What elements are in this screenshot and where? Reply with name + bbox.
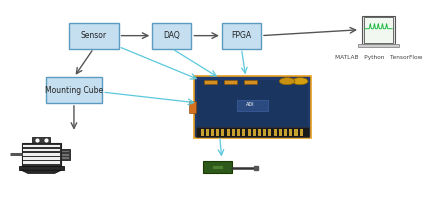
Circle shape bbox=[279, 78, 294, 85]
Bar bbox=[273, 129, 276, 136]
Bar bbox=[224, 80, 237, 84]
Bar bbox=[62, 151, 69, 152]
FancyBboxPatch shape bbox=[221, 23, 260, 49]
Bar bbox=[357, 44, 398, 47]
Bar bbox=[299, 129, 302, 136]
Bar bbox=[61, 148, 70, 160]
Polygon shape bbox=[21, 170, 61, 173]
Bar bbox=[237, 129, 240, 136]
Bar bbox=[62, 157, 69, 159]
Bar bbox=[294, 129, 297, 136]
FancyBboxPatch shape bbox=[362, 16, 394, 44]
Bar bbox=[200, 129, 203, 136]
Bar bbox=[242, 129, 245, 136]
Bar bbox=[32, 137, 50, 143]
Bar bbox=[23, 145, 59, 147]
Bar bbox=[243, 80, 256, 84]
Bar bbox=[189, 101, 195, 113]
Bar bbox=[23, 157, 59, 160]
Bar bbox=[289, 129, 292, 136]
FancyBboxPatch shape bbox=[363, 17, 392, 43]
Bar bbox=[204, 80, 217, 84]
FancyBboxPatch shape bbox=[203, 161, 231, 173]
Bar bbox=[252, 129, 255, 136]
Text: Sensor: Sensor bbox=[80, 31, 106, 40]
Text: ADI: ADI bbox=[245, 102, 254, 108]
Bar bbox=[283, 129, 286, 136]
Bar bbox=[23, 149, 59, 151]
Circle shape bbox=[292, 78, 307, 85]
FancyBboxPatch shape bbox=[69, 23, 118, 49]
Bar bbox=[210, 129, 214, 136]
Bar bbox=[221, 129, 224, 136]
Bar bbox=[212, 165, 222, 169]
Bar bbox=[268, 129, 271, 136]
Text: DAQ: DAQ bbox=[163, 31, 180, 40]
Text: FPGA: FPGA bbox=[231, 31, 251, 40]
Bar bbox=[226, 129, 229, 136]
Bar bbox=[237, 100, 267, 111]
Bar bbox=[22, 143, 61, 166]
Text: MATLAB   Python   TensorFlow: MATLAB Python TensorFlow bbox=[334, 54, 421, 60]
Bar bbox=[278, 129, 281, 136]
FancyBboxPatch shape bbox=[19, 166, 63, 170]
Bar bbox=[247, 129, 250, 136]
FancyBboxPatch shape bbox=[197, 80, 307, 127]
Bar bbox=[23, 161, 59, 164]
Bar bbox=[62, 154, 69, 156]
Bar bbox=[263, 129, 266, 136]
Bar bbox=[23, 153, 59, 156]
Bar bbox=[231, 129, 234, 136]
Text: Mounting Cube: Mounting Cube bbox=[45, 86, 103, 95]
Bar bbox=[205, 129, 208, 136]
Bar bbox=[257, 129, 260, 136]
Bar bbox=[195, 127, 308, 137]
FancyBboxPatch shape bbox=[46, 77, 102, 103]
Bar bbox=[216, 129, 219, 136]
FancyBboxPatch shape bbox=[152, 23, 191, 49]
FancyBboxPatch shape bbox=[193, 76, 310, 138]
